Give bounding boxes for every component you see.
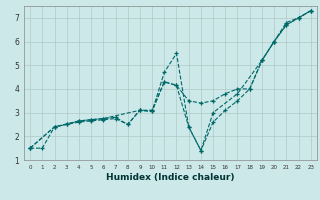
X-axis label: Humidex (Indice chaleur): Humidex (Indice chaleur)	[106, 173, 235, 182]
